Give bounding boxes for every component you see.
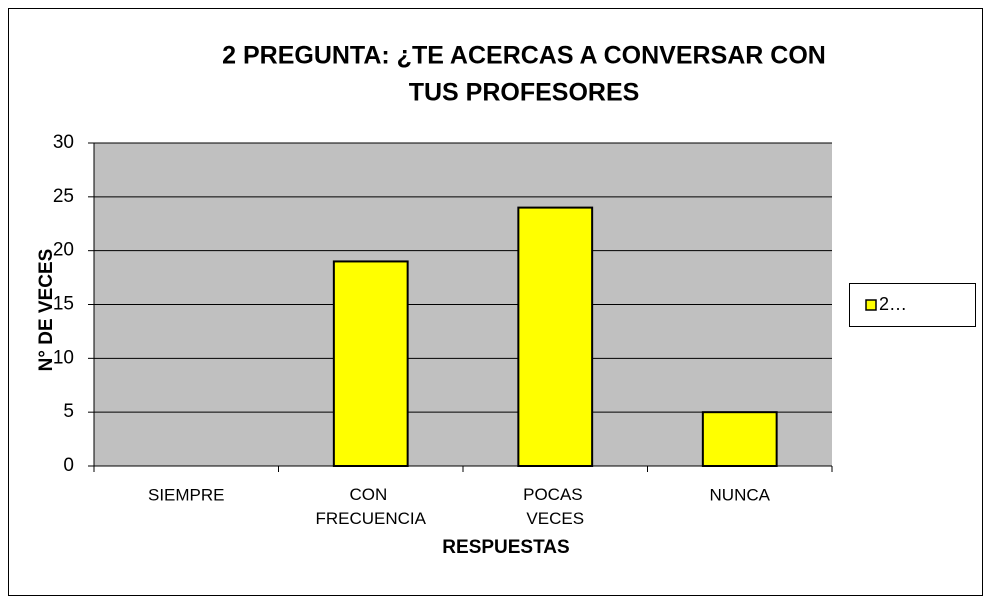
y-tick-label: 25: [53, 186, 74, 207]
y-tick-label: 10: [53, 347, 74, 368]
y-tick-label: 15: [53, 294, 74, 315]
chart-title: 2 PREGUNTA: ¿TE ACERCAS A CONVERSAR CON: [222, 42, 826, 70]
x-tick-label: SIEMPRE: [148, 485, 225, 504]
legend-label: 2…: [879, 294, 907, 314]
y-tick-label: 30: [53, 132, 74, 153]
y-tick-label: 20: [53, 240, 74, 261]
bar: [701, 411, 778, 467]
x-tick-label: NUNCA: [710, 485, 771, 504]
legend-swatch: [865, 299, 877, 311]
bar: [517, 206, 594, 467]
y-axis-label: N° DE VECES: [36, 249, 57, 372]
y-tick-label: 5: [63, 401, 74, 422]
x-tick-label: CON FRECUENCIA: [315, 485, 426, 528]
x-tick-label: POCAS VECES: [523, 485, 587, 528]
y-tick-label: 0: [63, 455, 74, 476]
x-axis-label: RESPUESTAS: [442, 537, 569, 558]
chart-title: TUS PROFESORES: [409, 79, 640, 107]
bar: [332, 260, 409, 467]
